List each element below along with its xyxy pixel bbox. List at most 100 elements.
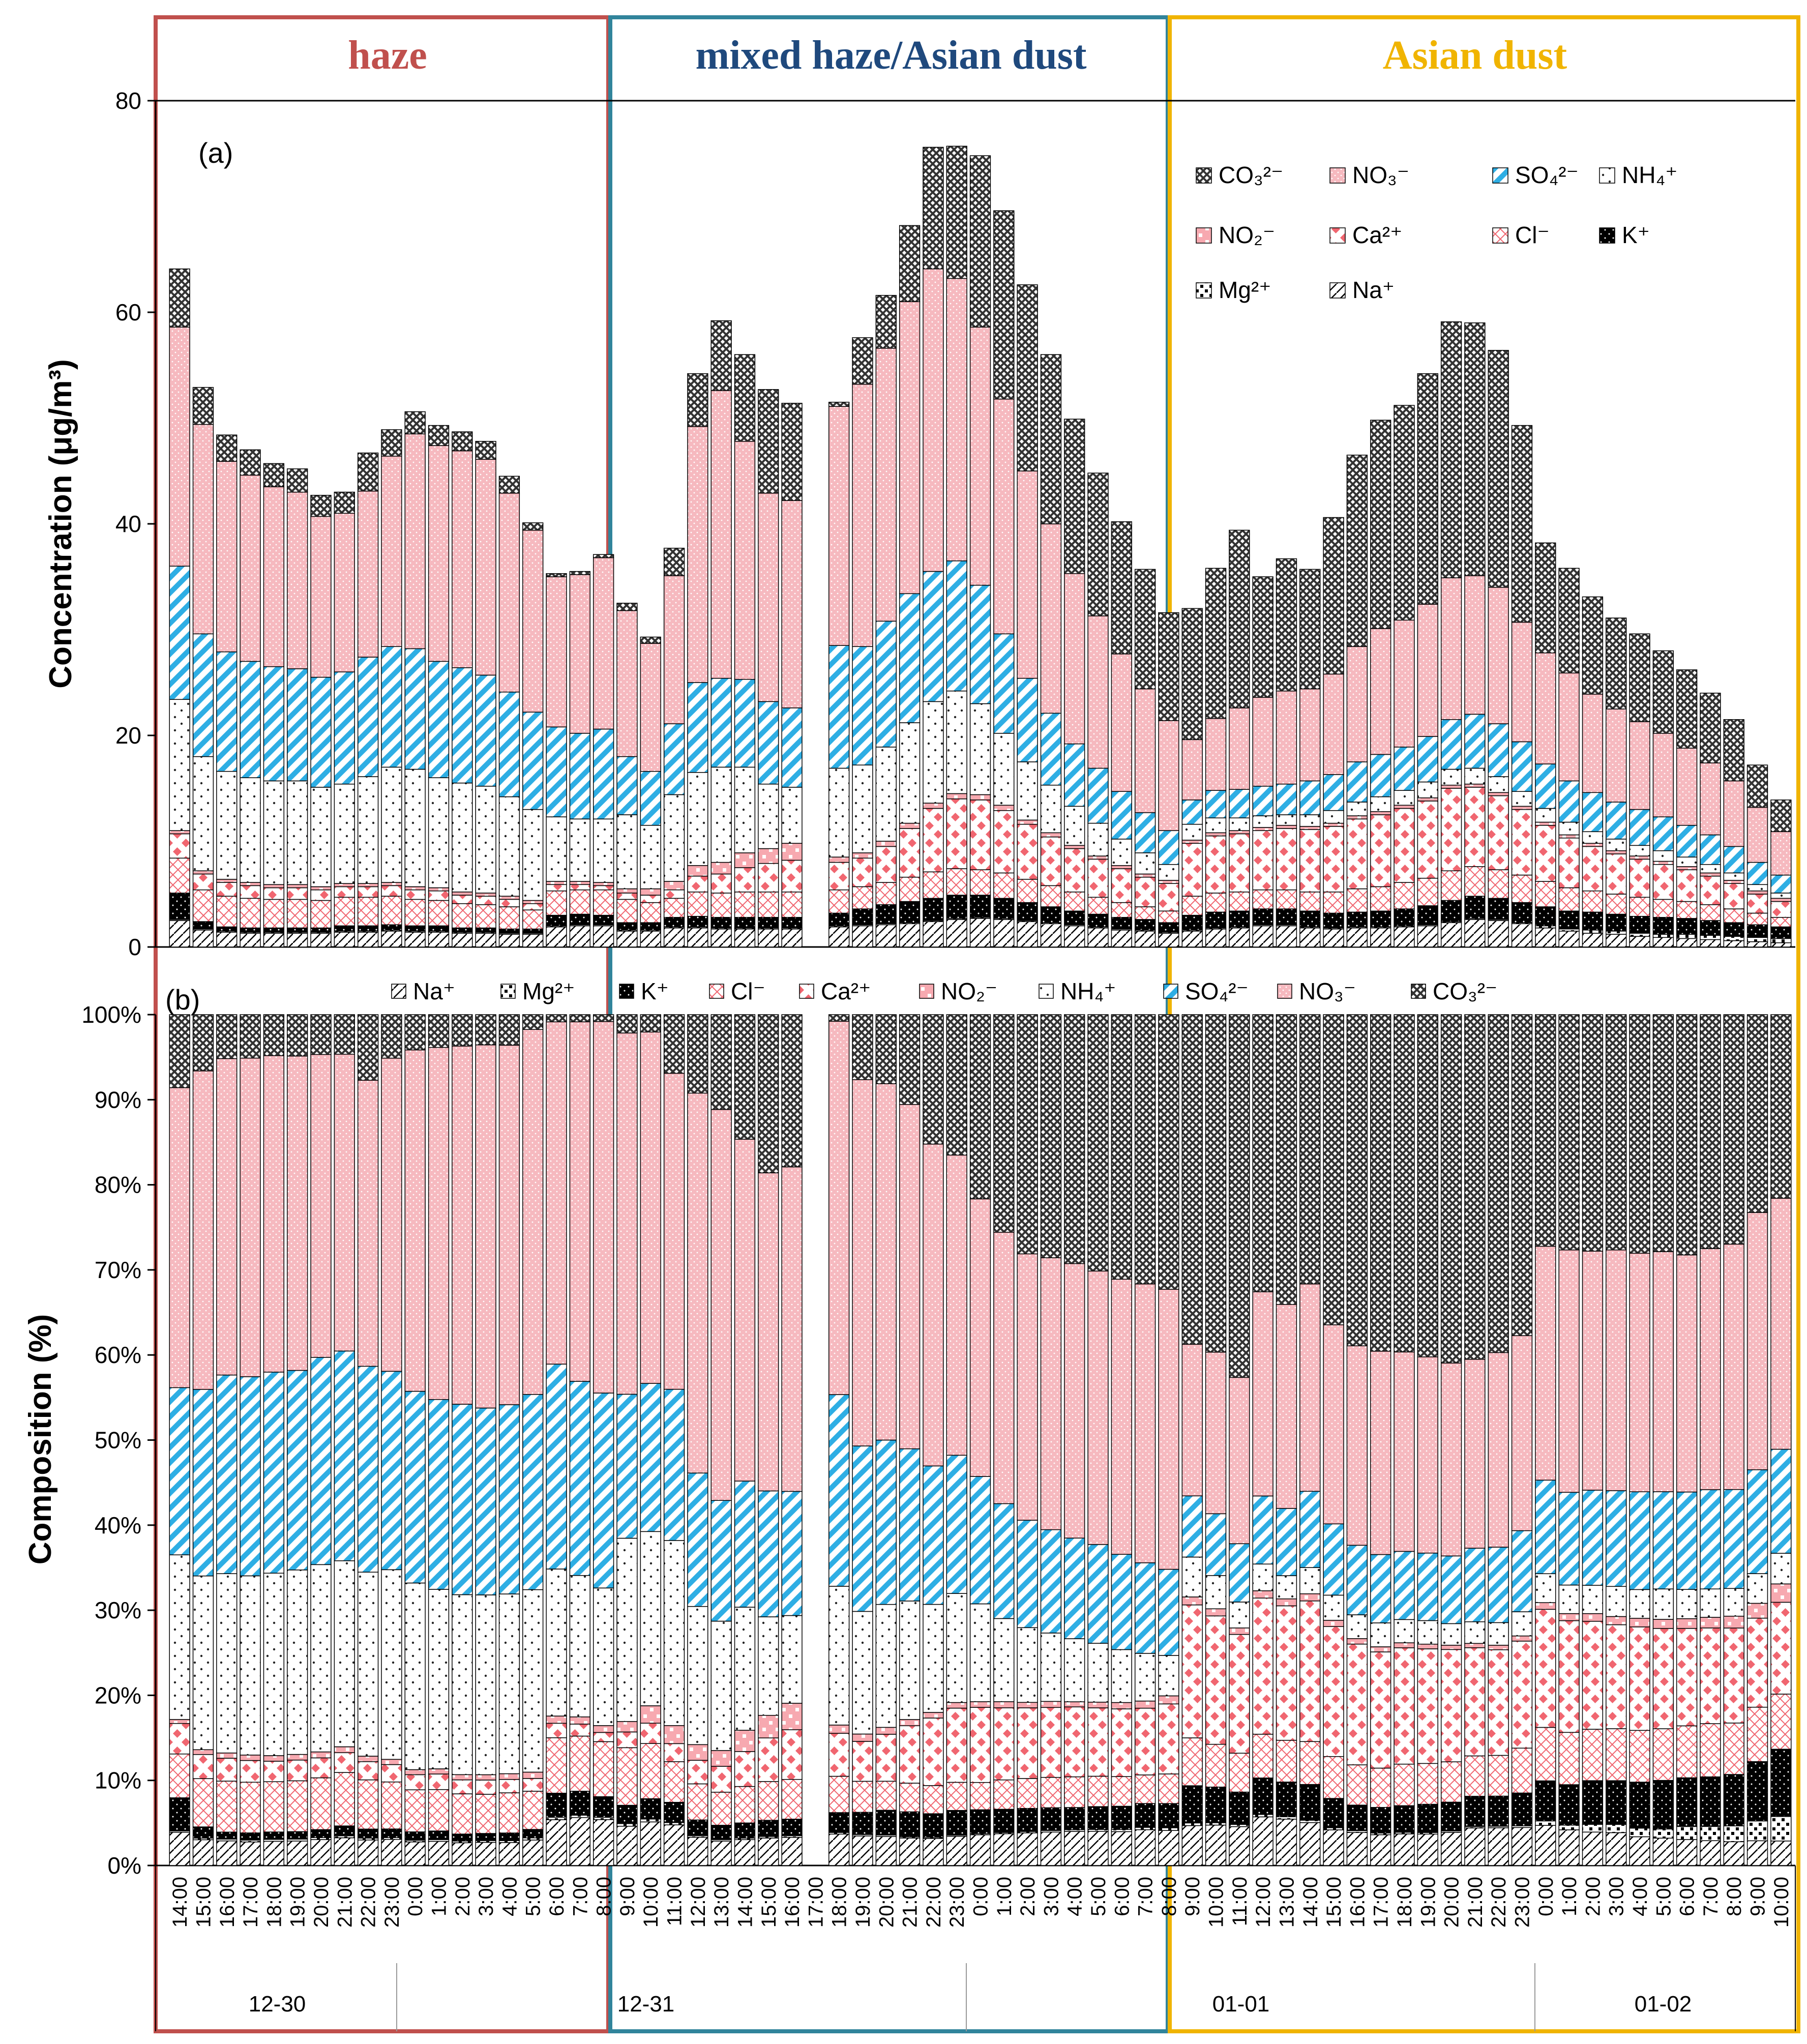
bar-a-K [1629,915,1650,934]
panel-b-xtick-label: 0:00 [404,1877,427,1916]
bar-b-NO3 [663,1073,685,1390]
panel-b-label: (b) [165,984,200,1016]
bar-b-CO3 [1558,1014,1580,1251]
bar-b-Na [687,1836,708,1866]
bar-a-Na [1017,921,1038,947]
bar-a-NO3 [1511,621,1533,743]
bar-b-SO4 [1111,1554,1132,1650]
bar-a-Na [1723,940,1744,947]
bar-a-SO4 [899,593,921,723]
bar-b-NH4 [522,1589,544,1773]
bar-b-NH4 [216,1573,238,1754]
bar-b-Na [734,1839,756,1866]
bar-b-Na [452,1842,473,1866]
bar-b-Ca [192,1754,214,1779]
bar-a-Cl [1229,892,1250,912]
bar-b-Na [1158,1830,1179,1866]
bar-a-NH4 [1252,815,1273,828]
bar-a-K [381,924,402,931]
bar-a-NH4 [1417,781,1438,798]
bar-a-NH4 [946,690,967,794]
bar-b-K [1252,1778,1273,1815]
bar-a-NO2 [993,805,1015,811]
bar-a-SO4 [1017,677,1038,762]
bar-a-Cl [616,899,638,923]
bar-b-Ca [498,1779,520,1793]
bar-b-NH4 [1205,1575,1227,1610]
panel-b-xtick-label: 13:00 [1276,1877,1298,1928]
bar-b-NO2 [310,1751,332,1759]
bar-a-Mg [1652,934,1674,938]
bar-a-NO3 [569,574,590,734]
bar-b-K [381,1828,402,1839]
bar-a-Ca [428,891,450,901]
bar-a-NO3 [1440,577,1462,720]
bar-a-Ca [923,808,944,873]
bar-b-SO4 [875,1439,897,1605]
bar-a-SO4 [452,667,473,784]
bar-a-Na [1511,923,1533,947]
bar-b-Ca [1205,1615,1227,1745]
bar-a-K [1417,905,1438,926]
bar-a-NO2 [1676,866,1698,870]
bar-a-NH4 [428,777,450,888]
bar-b-NH4 [1370,1622,1391,1647]
bar-b-CO3 [969,1014,991,1200]
panel-b-xtick-label: 15:00 [758,1877,780,1928]
bar-a-NH4 [1511,791,1533,807]
bar-a-Na [1229,927,1250,947]
bar-a-NO2 [1558,834,1580,839]
bar-a-Mg [1606,931,1627,935]
panel-b-ytick-label: 50% [95,1427,141,1454]
bar-b-K [852,1812,873,1835]
bar-a-Na [452,933,473,947]
panel-a-legend-NO3-label: NO₃⁻ [1352,162,1409,188]
bar-a-SO4 [1723,846,1744,874]
bar-a-Cl [1064,892,1085,912]
panel-b-ytick-label: 90% [95,1086,141,1113]
bar-a-SO4 [687,682,708,773]
bar-a-K [993,898,1015,919]
bar-b-Na [593,1819,614,1866]
bar-a-SO4 [946,560,967,692]
bar-a-Na [569,925,590,947]
bar-b-CO3 [923,1014,944,1145]
bar-a-Ca [1064,848,1085,893]
bar-b-Cl [1676,1725,1698,1779]
bar-b-K [1205,1787,1227,1823]
bar-a-K [1558,910,1580,930]
bar-a-NO3 [498,492,520,693]
panel-b-xtick-label: 14:00 [734,1877,756,1928]
bar-a-CO3 [1606,617,1627,709]
bar-a-Cl [946,868,967,896]
bar-a-CO3 [1511,425,1533,623]
bar-b-K [640,1798,661,1820]
bar-a-NO3 [1040,523,1062,714]
panel-b-xtick-label: 20:00 [310,1877,333,1928]
bar-a-K [1276,908,1297,926]
bar-a-Ca [1535,825,1556,882]
bar-b-NH4 [287,1569,308,1755]
period-title-haze: haze [348,33,427,78]
bar-b-Na [1064,1831,1085,1866]
bar-b-K [522,1829,544,1839]
bar-b-SO4 [1299,1491,1321,1568]
bar-a-CO3 [993,210,1015,400]
bar-b-SO4 [569,1381,590,1576]
bar-a-Na [404,932,426,947]
bar-a-NO3 [899,301,921,595]
bar-b-Mg [616,1823,638,1827]
bar-a-NO2 [758,848,779,864]
bar-a-Ca [640,895,661,903]
bar-b-NH4 [192,1575,214,1751]
bar-b-NH4 [1464,1621,1486,1644]
panel-b-xtick-label: 8:00 [1723,1877,1745,1916]
bar-a-Cl [1700,904,1721,921]
bar-b-CO3 [1723,1014,1744,1245]
bar-a-NO3 [616,610,638,757]
bar-a-Na [1440,922,1462,947]
bar-b-CO3 [616,1014,638,1033]
bar-a-K [593,914,614,926]
bar-b-NO2 [1370,1646,1391,1652]
bar-a-NO3 [1535,653,1556,764]
